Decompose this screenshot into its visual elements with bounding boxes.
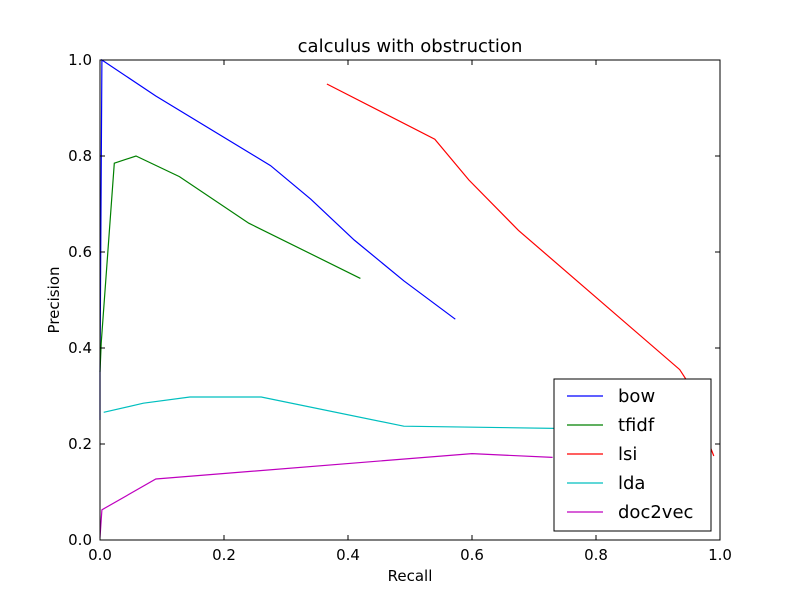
x-tick-label: 0.4 [336,546,360,564]
legend-label-lda: lda [618,473,645,494]
plot-frame [99,59,721,541]
legend: bow tfidf lsi lda doc2vec [553,378,712,532]
x-tick-label: 0.2 [212,546,236,564]
y-axis-label: Precision [45,267,63,334]
legend-label-tfidf: tfidf [618,415,655,436]
series-line-bow [99,58,456,420]
y-tick-label: 0.8 [68,147,92,165]
x-tick-label: 0.6 [460,546,484,564]
legend-label-lsi: lsi [618,444,637,465]
y-tick-label: 1.0 [68,51,92,69]
x-tick-label: 1.0 [708,546,732,564]
series-line-tfidf [99,155,361,373]
y-tick-label: 0.6 [68,243,92,261]
chart-title: calculus with obstruction [298,36,523,57]
legend-label-doc2vec: doc2vec [618,502,693,523]
x-tick-label: 0.8 [584,546,608,564]
series-line-doc2vec [99,452,553,538]
legend-box [553,378,712,532]
y-tick-label: 0.4 [68,339,92,357]
tick-layer: 0.0 0.2 0.4 0.6 0.8 1.0 0.0 0.2 0.4 0.6 0.8 1.0 [68,51,732,564]
x-axis-label: Recall [388,567,433,585]
y-tick-label: 0.2 [68,435,92,453]
series-line-lda [103,396,572,430]
legend-label-bow: bow [618,386,655,407]
y-tick-label: 0.0 [68,531,92,549]
x-tick-label: 0.0 [88,546,112,564]
